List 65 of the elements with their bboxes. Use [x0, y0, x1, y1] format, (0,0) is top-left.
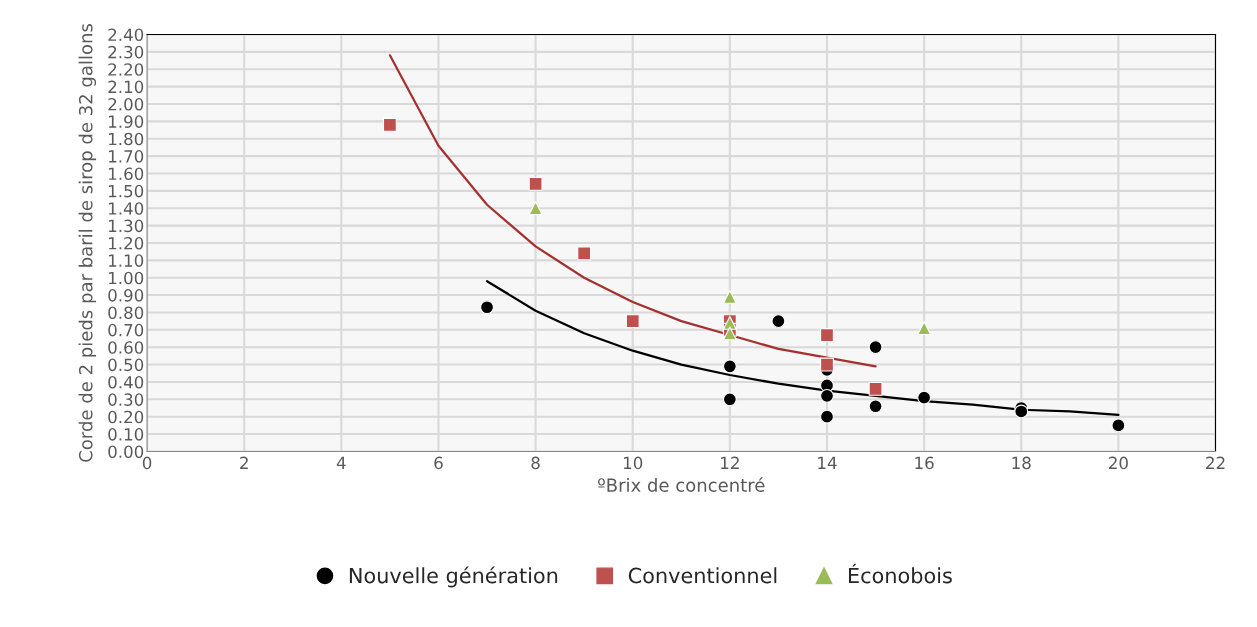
point	[1014, 404, 1029, 419]
y-tick-label: 0.50	[108, 358, 144, 372]
x-tick-label: 4	[336, 456, 346, 469]
point	[917, 321, 932, 336]
point	[917, 390, 932, 405]
y-tick-label: 1.20	[109, 236, 144, 250]
point	[625, 314, 640, 329]
y-tick-label: 0.00	[108, 445, 144, 459]
y-tick-label: 1.80	[109, 132, 144, 146]
x-tick-label: 0	[142, 456, 152, 470]
y-tick-label: 0.60	[108, 341, 144, 354]
y-tick-label: 1.10	[109, 254, 144, 267]
point	[868, 399, 883, 414]
x-tick-label: 20	[1109, 456, 1128, 470]
point	[722, 359, 737, 374]
x-tick-label: 2	[240, 456, 248, 469]
x-tick-label: 8	[531, 456, 540, 470]
y-tick-label: 2.10	[108, 80, 144, 94]
point	[868, 381, 883, 396]
x-tick-label: 10	[623, 456, 643, 470]
point	[820, 357, 834, 372]
point	[771, 314, 786, 329]
y-tick-label: 2.30	[108, 45, 144, 59]
y-tick-label: 1.70	[109, 150, 144, 163]
y-axis-title: Corde de 2 pieds par baril de sirop de 32 gallons	[78, 24, 97, 462]
y-tick-label: 1.60	[109, 167, 144, 181]
y-tick-label: 1.30	[109, 219, 144, 233]
point	[528, 176, 543, 191]
y-tick-label: 1.40	[109, 202, 144, 215]
x-tick-label: 16	[915, 456, 934, 470]
y-tick-label: 1.90	[109, 115, 144, 128]
point	[722, 289, 737, 304]
point	[820, 388, 834, 403]
x-axis-title: ºBrix de concentré	[598, 477, 765, 492]
legend-label: Éconobois	[848, 563, 952, 584]
y-tick-label: 2.00	[108, 97, 144, 111]
y-tick-label: 0.40	[108, 375, 144, 389]
point	[868, 340, 883, 355]
y-tick-label: 0.90	[108, 289, 144, 302]
y-tick-label: 0.30	[108, 393, 144, 406]
x-tick-label: 12	[721, 456, 739, 469]
y-tick-label: 2.40	[108, 28, 144, 42]
point	[480, 300, 494, 315]
x-tick-label: 22	[1206, 456, 1225, 469]
y-tick-label: 2.20	[108, 63, 144, 76]
point	[820, 328, 834, 342]
y-tick-label: 0.20	[108, 410, 144, 424]
y-tick-label: 0.80	[108, 306, 144, 320]
point	[722, 392, 737, 407]
y-tick-label: 1.50	[109, 184, 144, 198]
point	[382, 117, 397, 132]
legend-label: Conventionnel	[628, 567, 777, 584]
point	[577, 246, 592, 261]
legend-label: Nouvelle génération	[349, 566, 558, 588]
x-tick-label: 6	[434, 456, 443, 470]
point	[722, 326, 737, 341]
point	[1111, 418, 1126, 433]
y-tick-label: 0.10	[108, 428, 144, 441]
x-tick-label: 18	[1012, 456, 1031, 470]
y-tick-label: 1.00	[109, 271, 144, 285]
point	[820, 409, 834, 424]
y-tick-label: 0.70	[108, 323, 144, 337]
point	[528, 201, 543, 216]
line-series	[485, 280, 1120, 417]
x-tick-label: 14	[818, 456, 837, 469]
